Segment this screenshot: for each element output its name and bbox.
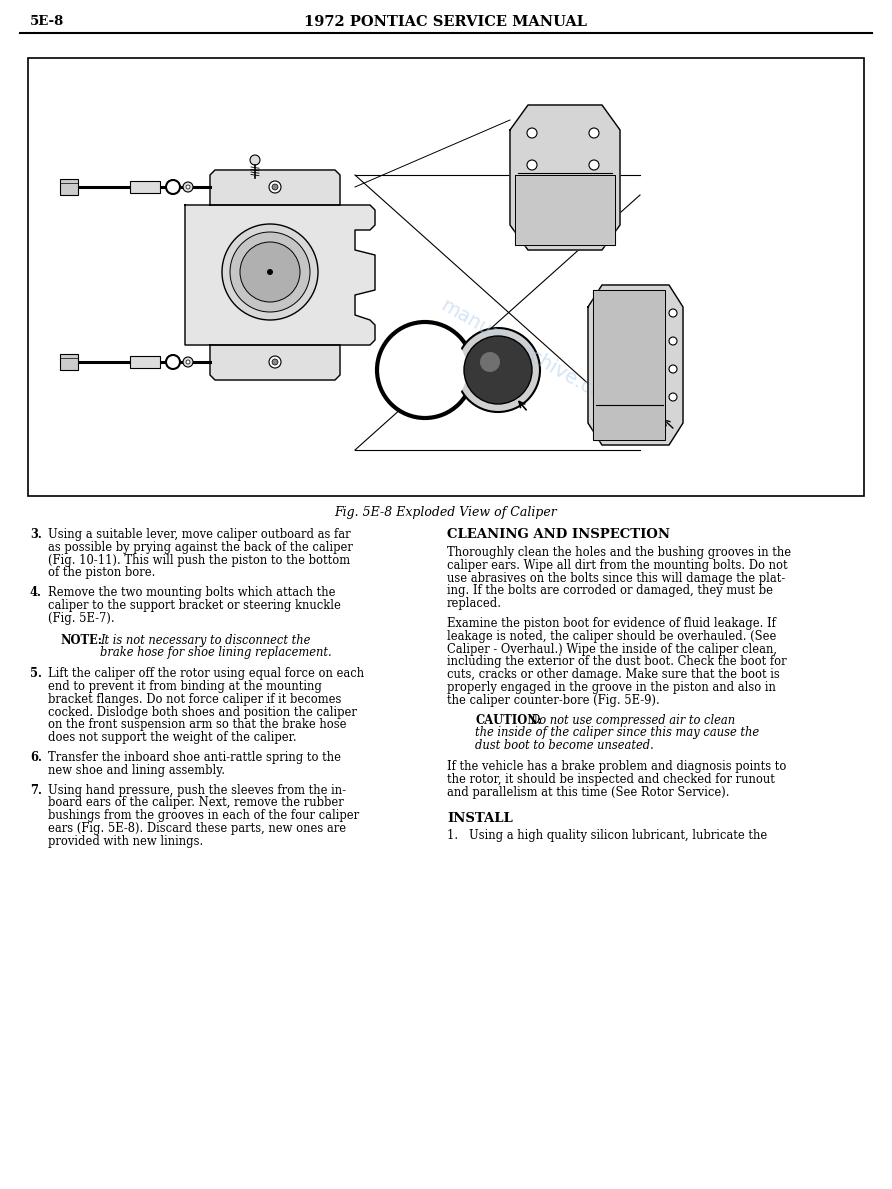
Bar	[60, 180, 78, 195]
Circle shape	[669, 394, 677, 401]
Text: use abrasives on the bolts since this will damage the plat-: use abrasives on the bolts since this wi…	[447, 572, 785, 585]
Circle shape	[669, 336, 677, 345]
Text: 3.: 3.	[30, 528, 42, 541]
Polygon shape	[593, 290, 665, 440]
Text: cocked. Dislodge both shoes and position the caliper: cocked. Dislodge both shoes and position…	[48, 705, 357, 718]
Text: of the piston bore.: of the piston bore.	[48, 566, 155, 579]
Text: It is not necessary to disconnect the: It is not necessary to disconnect the	[100, 634, 310, 647]
Text: dust boot to become unseated.: dust boot to become unseated.	[475, 740, 654, 753]
Text: the caliper counter-bore (Fig. 5E-9).: the caliper counter-bore (Fig. 5E-9).	[447, 694, 660, 706]
Circle shape	[589, 128, 599, 138]
Polygon shape	[210, 170, 340, 205]
Circle shape	[269, 181, 281, 193]
Text: CLEANING AND INSPECTION: CLEANING AND INSPECTION	[447, 528, 670, 541]
Circle shape	[169, 183, 177, 191]
Text: NOTE:: NOTE:	[60, 634, 102, 647]
Text: Using hand pressure, push the sleeves from the in-: Using hand pressure, push the sleeves fr…	[48, 784, 346, 797]
Text: caliper to the support bracket or steering knuckle: caliper to the support bracket or steeri…	[48, 599, 341, 612]
Text: including the exterior of the dust boot. Check the boot for: including the exterior of the dust boot.…	[447, 655, 787, 668]
Text: Using a suitable lever, move caliper outboard as far: Using a suitable lever, move caliper out…	[48, 528, 351, 541]
Circle shape	[272, 359, 278, 365]
Text: 1.   Using a high quality silicon lubricant, lubricate the: 1. Using a high quality silicon lubrican…	[447, 830, 767, 842]
Circle shape	[480, 352, 500, 372]
Text: (Fig. 10-11). This will push the piston to the bottom: (Fig. 10-11). This will push the piston …	[48, 554, 351, 567]
Circle shape	[186, 185, 190, 189]
Circle shape	[230, 232, 310, 312]
Text: Fig. 5E-8 Exploded View of Caliper: Fig. 5E-8 Exploded View of Caliper	[334, 507, 558, 520]
Circle shape	[589, 161, 599, 170]
Circle shape	[464, 336, 532, 404]
Circle shape	[269, 356, 281, 369]
Text: bushings from the grooves in each of the four caliper: bushings from the grooves in each of the…	[48, 810, 359, 823]
Text: 5E-8: 5E-8	[30, 15, 64, 29]
Text: 6.: 6.	[30, 751, 42, 765]
Circle shape	[240, 243, 300, 302]
Circle shape	[456, 328, 540, 413]
Text: 1972 PONTIAC SERVICE MANUAL: 1972 PONTIAC SERVICE MANUAL	[304, 15, 588, 29]
Text: cuts, cracks or other damage. Make sure that the boot is: cuts, cracks or other damage. Make sure …	[447, 668, 780, 681]
Circle shape	[183, 357, 193, 367]
Text: end to prevent it from binding at the mounting: end to prevent it from binding at the mo…	[48, 680, 322, 693]
Text: Caliper - Overhaul.) Wipe the inside of the caliper clean,: Caliper - Overhaul.) Wipe the inside of …	[447, 642, 777, 655]
Circle shape	[669, 365, 677, 373]
Circle shape	[186, 360, 190, 364]
Circle shape	[669, 309, 677, 317]
Circle shape	[527, 128, 537, 138]
Circle shape	[383, 328, 467, 413]
Text: board ears of the caliper. Next, remove the rubber: board ears of the caliper. Next, remove …	[48, 797, 343, 810]
Text: as possible by prying against the back of the caliper: as possible by prying against the back o…	[48, 541, 353, 554]
Text: (Fig. 5E-7).: (Fig. 5E-7).	[48, 612, 115, 624]
Circle shape	[169, 358, 177, 366]
Text: brake hose for shoe lining replacement.: brake hose for shoe lining replacement.	[100, 647, 332, 660]
Circle shape	[377, 322, 473, 419]
Text: INSTALL: INSTALL	[447, 812, 513, 825]
Text: CAUTION:: CAUTION:	[475, 713, 541, 726]
Text: replaced.: replaced.	[447, 597, 502, 610]
Text: and parallelism at this time (See Rotor Service).: and parallelism at this time (See Rotor …	[447, 786, 730, 799]
Text: new shoe and lining assembly.: new shoe and lining assembly.	[48, 763, 225, 776]
Text: properly engaged in the groove in the piston and also in: properly engaged in the groove in the pi…	[447, 681, 776, 694]
Polygon shape	[510, 105, 620, 250]
Circle shape	[272, 184, 278, 190]
Text: ing. If the bolts are corroded or damaged, they must be: ing. If the bolts are corroded or damage…	[447, 585, 773, 597]
Text: on the front suspension arm so that the brake hose: on the front suspension arm so that the …	[48, 718, 346, 731]
Text: Examine the piston boot for evidence of fluid leakage. If: Examine the piston boot for evidence of …	[447, 617, 776, 630]
Text: Remove the two mounting bolts which attach the: Remove the two mounting bolts which atta…	[48, 586, 335, 599]
Bar	[28, 58, 864, 496]
Text: leakage is noted, the caliper should be overhauled. (See: leakage is noted, the caliper should be …	[447, 630, 776, 643]
Bar	[130, 356, 160, 369]
Bar	[60, 354, 78, 370]
Circle shape	[222, 224, 318, 320]
Polygon shape	[210, 345, 340, 380]
Polygon shape	[588, 285, 683, 445]
Bar	[130, 181, 160, 193]
Text: the inside of the caliper since this may cause the: the inside of the caliper since this may…	[475, 726, 759, 740]
Text: Lift the caliper off the rotor using equal force on each: Lift the caliper off the rotor using equ…	[48, 667, 364, 680]
Polygon shape	[185, 205, 375, 345]
Text: caliper ears. Wipe all dirt from the mounting bolts. Do not: caliper ears. Wipe all dirt from the mou…	[447, 559, 788, 572]
Circle shape	[166, 180, 180, 194]
Text: If the vehicle has a brake problem and diagnosis points to: If the vehicle has a brake problem and d…	[447, 760, 787, 773]
Text: Do not use compressed air to clean: Do not use compressed air to clean	[530, 713, 735, 726]
Circle shape	[527, 161, 537, 170]
Circle shape	[166, 356, 180, 369]
Text: the rotor, it should be inspected and checked for runout: the rotor, it should be inspected and ch…	[447, 773, 775, 786]
Text: ears (Fig. 5E-8). Discard these parts, new ones are: ears (Fig. 5E-8). Discard these parts, n…	[48, 822, 346, 835]
Text: 7.: 7.	[30, 784, 42, 797]
Circle shape	[183, 182, 193, 191]
Circle shape	[267, 269, 273, 275]
Text: Thoroughly clean the holes and the bushing grooves in the: Thoroughly clean the holes and the bushi…	[447, 546, 791, 559]
Text: bracket flanges. Do not force caliper if it becomes: bracket flanges. Do not force caliper if…	[48, 693, 342, 706]
Polygon shape	[515, 175, 615, 245]
Text: does not support the weight of the caliper.: does not support the weight of the calip…	[48, 731, 297, 744]
Text: 4.: 4.	[30, 586, 42, 599]
Circle shape	[250, 155, 260, 165]
Text: provided with new linings.: provided with new linings.	[48, 835, 203, 848]
Text: manualsarchive.com: manualsarchive.com	[438, 296, 623, 414]
Text: 5.: 5.	[30, 667, 42, 680]
Text: Transfer the inboard shoe anti-rattle spring to the: Transfer the inboard shoe anti-rattle sp…	[48, 751, 341, 765]
